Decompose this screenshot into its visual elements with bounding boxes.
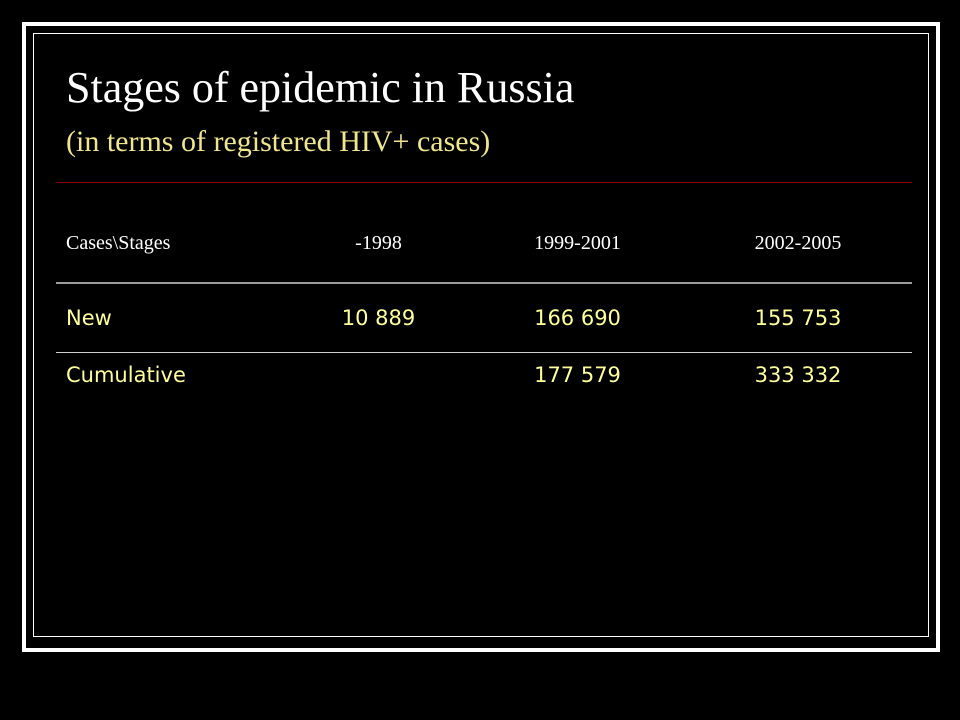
cell-cumulative-2002-2005: 333 332 <box>754 363 842 387</box>
header-stage-2002-2005: 2002-2005 <box>684 204 912 284</box>
cell-cumulative-1999-2001: 177 579 <box>534 363 621 387</box>
header-cases-stages: Cases\Stages <box>56 204 286 284</box>
slide-frame-inner <box>33 33 929 637</box>
slide-subtitle: (in terms of registered HIV+ cases) <box>66 125 491 158</box>
cell-new-1999-2001: 166 690 <box>471 283 684 353</box>
table-row-new: New 10 889 166 690 155 753 <box>56 283 912 353</box>
slide-title: Stages of epidemic in Russia <box>66 63 575 112</box>
cell-new-1998: 10 889 <box>286 283 471 353</box>
row-label-new: New <box>56 283 286 353</box>
title-divider <box>56 182 912 183</box>
table-header-row: Cases\Stages -1998 1999-2001 2002-2005 <box>56 204 912 284</box>
header-stage-1998: -1998 <box>286 204 471 284</box>
cell-cumulative-1998 <box>286 353 471 408</box>
cell-new-2002-2005: 155 753 <box>684 283 912 353</box>
header-stage-1999-2001: 1999-2001 <box>471 204 684 284</box>
row-label-cumulative: Cumulative <box>66 363 186 387</box>
hiv-cases-table: Cases\Stages -1998 1999-2001 2002-2005 N… <box>56 204 912 407</box>
slide-frame-outer <box>22 22 940 652</box>
table-row-cumulative: Cumulative 177 579 333 332 <box>56 353 912 408</box>
